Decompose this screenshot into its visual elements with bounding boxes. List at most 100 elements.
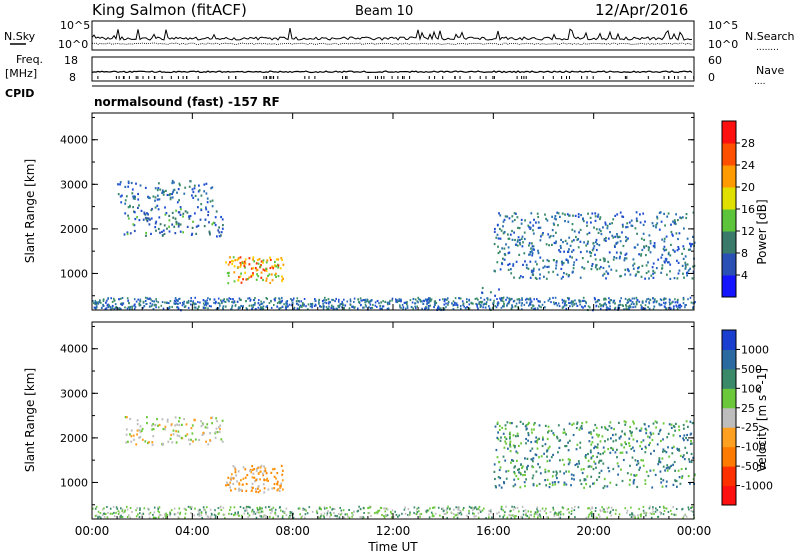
echo-cell <box>634 227 637 230</box>
scatter-cell <box>557 512 559 515</box>
scatter-cell <box>129 507 132 509</box>
scatter-cell <box>528 516 530 519</box>
echo-cell <box>551 215 553 218</box>
scatter-cell <box>652 506 654 509</box>
scatter-cell <box>554 296 557 299</box>
echo-cell <box>595 263 598 267</box>
scatter-cell <box>300 516 303 519</box>
scatter-cell <box>226 298 228 301</box>
echo-cell <box>427 306 430 309</box>
scatter-cell <box>612 299 615 302</box>
scatter-cell <box>174 303 177 305</box>
echo-cell <box>194 306 197 309</box>
echo-cell <box>215 307 218 310</box>
scatter-cell <box>460 513 463 516</box>
echo-cell <box>263 479 266 482</box>
echo-cell <box>614 451 617 454</box>
echo-cell <box>169 198 172 201</box>
echo-cell <box>655 224 658 227</box>
echo-cell <box>636 232 638 235</box>
scatter-cell <box>328 302 330 305</box>
scatter-cell <box>631 513 633 516</box>
scatter-cell <box>473 507 475 510</box>
echo-cell <box>642 459 644 462</box>
echo-cell <box>252 267 255 270</box>
echo-cell <box>481 291 483 294</box>
echo-cell <box>588 251 591 254</box>
nave-mark <box>380 76 382 79</box>
echo-cell <box>662 448 665 451</box>
scatter-cell <box>419 300 422 303</box>
scatter-cell <box>300 304 302 307</box>
echo-cell <box>616 235 619 238</box>
echo-cell <box>133 224 136 227</box>
scatter-cell <box>404 307 407 310</box>
scatter-cell <box>337 300 340 303</box>
echo-cell <box>535 470 538 473</box>
echo-cell <box>545 243 548 246</box>
echo-cell <box>170 423 173 426</box>
scatter-cell <box>96 302 99 305</box>
echo-cell <box>656 222 659 225</box>
scatter-cell <box>512 300 515 303</box>
echo-cell <box>532 474 535 477</box>
echo-cell <box>634 274 637 277</box>
echo-cell <box>218 235 221 238</box>
scatter-cell <box>500 508 503 511</box>
scatter-cell <box>210 305 212 308</box>
echo-cell <box>529 221 532 224</box>
scatter-cell <box>290 304 293 307</box>
echo-cell <box>630 432 632 435</box>
echo-cell <box>527 224 530 227</box>
scatter-cell <box>260 510 263 513</box>
echo-cell <box>653 246 656 249</box>
scatter-cell <box>254 301 256 304</box>
scatter-cell <box>566 508 569 511</box>
echo-cell <box>621 479 624 483</box>
scatter-cell <box>257 306 260 309</box>
scatter-cell <box>507 302 510 305</box>
echo-cell <box>498 468 501 472</box>
echo-cell <box>529 226 532 229</box>
echo-cell <box>529 449 532 452</box>
echo-cell <box>234 259 237 262</box>
echo-cell <box>529 253 531 256</box>
echo-cell <box>532 248 534 251</box>
echo-cell <box>544 471 547 474</box>
echo-cell <box>650 274 653 277</box>
scatter-cell <box>400 306 402 309</box>
echo-cell <box>434 300 437 303</box>
scatter-cell <box>295 300 298 303</box>
echo-cell <box>691 442 693 445</box>
echo-cell <box>502 305 504 308</box>
echo-cell <box>637 267 639 270</box>
echo-cell <box>233 466 236 469</box>
echo-cell <box>272 267 275 270</box>
echo-cell <box>686 433 688 437</box>
scatter-cell <box>466 306 468 308</box>
scatter-cell <box>310 303 312 305</box>
colorbar-segment <box>722 143 736 166</box>
echo-cell <box>631 301 634 304</box>
scatter-cell <box>407 508 410 511</box>
echo-cell <box>610 268 613 271</box>
echo-cell <box>602 266 605 270</box>
echo-cell <box>593 226 595 229</box>
scatter-cell <box>650 516 653 519</box>
scatter-cell <box>446 511 449 514</box>
echo-cell <box>516 216 519 219</box>
echo-cell <box>609 222 611 225</box>
echo-cell <box>163 224 166 227</box>
scatter-cell <box>107 511 109 514</box>
echo-cell <box>159 223 162 226</box>
echo-cell <box>598 244 601 247</box>
echo-cell <box>386 301 389 304</box>
scatter-cell <box>386 514 389 517</box>
echo-cell <box>513 218 516 222</box>
scatter-cell <box>660 513 662 516</box>
echo-cell <box>551 243 553 246</box>
echo-cell <box>279 486 282 489</box>
echo-cell <box>497 245 499 248</box>
echo-cell <box>342 304 344 307</box>
echo-cell <box>576 421 579 424</box>
